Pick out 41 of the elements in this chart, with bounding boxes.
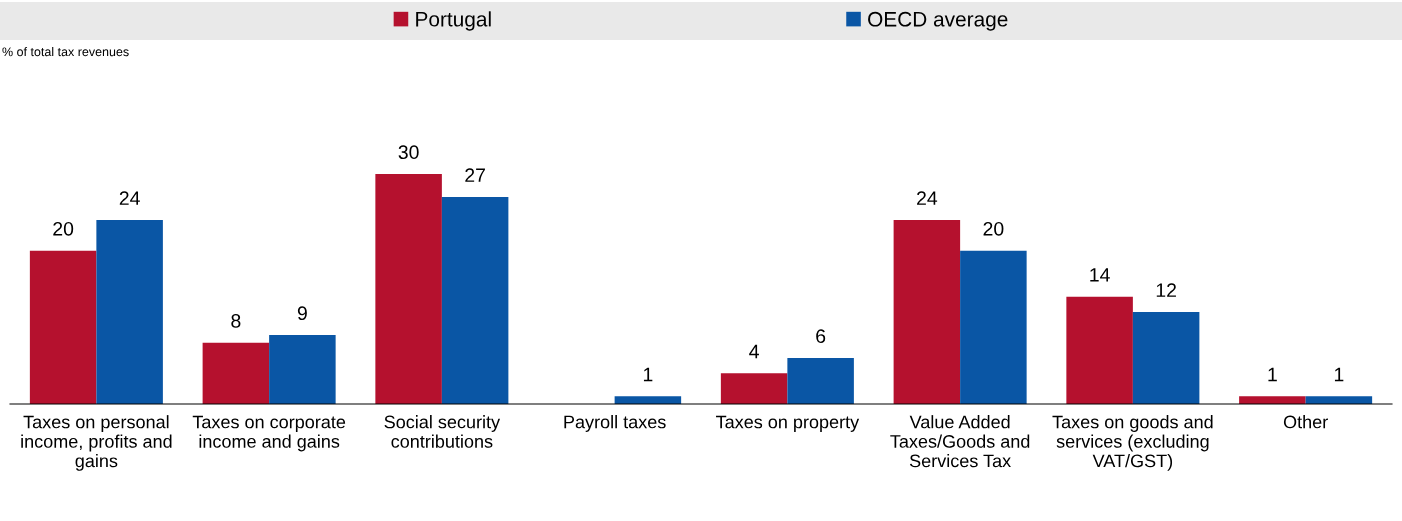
bar [269,335,336,404]
bar [1132,312,1200,404]
data-label: 20 [53,221,74,236]
x-tick-label: Taxes on personal income, profits and gains [21,415,172,471]
bar [893,220,961,404]
data-label: 6 [816,329,826,344]
bar [202,342,270,404]
x-tick-label: Taxes on property [716,415,860,432]
data-label: 20 [983,221,1004,236]
data-label: 1 [643,367,653,382]
data-label: 24 [119,191,140,205]
bar [375,174,442,404]
text: % of total tax revenues [2,47,129,57]
bar [1239,396,1306,404]
data-label: 1 [1334,367,1344,382]
legend-label: OECD average [868,11,1008,31]
bar [787,358,854,404]
bar [96,220,163,404]
data-label: 4 [749,344,759,359]
data-label: 1 [1268,367,1277,382]
x-tick-label: Taxes on corporate income and gains [192,415,346,452]
bar [1066,296,1133,404]
data-label: 14 [1090,268,1110,282]
data-label: 12 [1156,283,1176,297]
x-tick-label: Other [1283,415,1328,429]
bar [1305,396,1373,404]
bar [441,197,509,404]
legend-label: Portugal [416,11,491,31]
data-label: 30 [398,145,419,160]
bar [614,396,682,404]
data-label: 9 [297,306,307,321]
data-label: 8 [231,313,241,328]
bar [960,250,1027,404]
bar [29,250,97,404]
x-tick-label: Taxes on goods and services (excluding VAT/GST) [1052,415,1213,471]
x-tick-label: Payroll taxes [564,415,666,432]
data-label: 27 [465,168,485,182]
x-tick-label: Value Added Taxes/Goods and Services Tax [890,415,1030,468]
bar [720,373,788,404]
data-label: 24 [917,191,938,205]
x-tick-label: Social security contributions [384,415,501,448]
